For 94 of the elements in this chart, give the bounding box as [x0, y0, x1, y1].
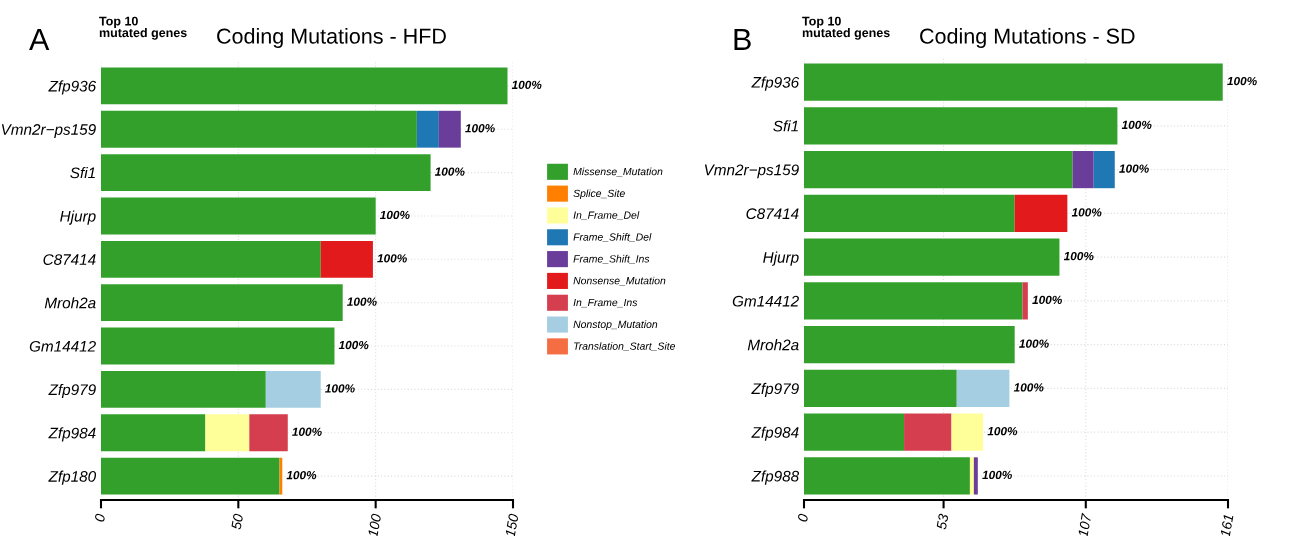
bar	[904, 413, 952, 451]
bar	[804, 369, 957, 407]
legend-label: Nonsense_Mutation	[573, 276, 666, 286]
annotation: 100%	[1121, 120, 1152, 129]
legend-label: Nonstop_Mutation	[573, 320, 658, 331]
annotation: 100%	[1063, 251, 1094, 261]
legend-label: Frame_Shift_Ins	[573, 254, 650, 264]
bar	[320, 240, 373, 278]
bar	[101, 240, 321, 278]
legend-label: In_Frame_Ins	[573, 298, 638, 308]
y-tick-label: Zfp936	[751, 76, 800, 91]
annotation: 100%	[511, 80, 542, 90]
x-tick-label: 53	[936, 513, 949, 530]
annotation: 100%	[379, 210, 410, 220]
annotation: 100%	[1227, 76, 1257, 86]
bar	[804, 457, 970, 495]
bar	[101, 370, 266, 408]
annotation: 100%	[292, 427, 322, 436]
y-tick-label: Gm14412	[732, 295, 799, 307]
bar	[101, 327, 335, 365]
annotation: 100%	[1019, 339, 1049, 348]
bar	[101, 284, 343, 322]
y-tick-label: Zfp984	[751, 426, 799, 441]
legend-label: Translation_Start_Site	[574, 342, 676, 351]
bar	[101, 67, 508, 105]
chart-subtitle: Top 10 mutated genes	[802, 16, 890, 40]
legend-label: In_Frame_Del	[573, 211, 640, 221]
chart-title: Coding Mutations - SD	[920, 27, 1135, 49]
annotation: 100%	[338, 340, 369, 350]
bar	[804, 107, 1118, 145]
bar	[265, 370, 321, 408]
bar	[101, 110, 417, 148]
bar	[416, 110, 439, 148]
bar	[804, 238, 1060, 276]
legend-label: Frame_Shift_Del	[573, 233, 652, 242]
bar	[101, 457, 280, 495]
bar	[973, 457, 978, 495]
y-tick-label: Zfp180	[48, 470, 97, 485]
chart-subtitle: Top 10 mutated genes	[99, 16, 187, 40]
annotation: 100%	[465, 124, 495, 133]
bar	[438, 110, 461, 148]
y-tick-label: Mroh2a	[747, 339, 799, 351]
annotation: 100%	[434, 167, 465, 176]
y-tick-label: Hjurp	[763, 251, 799, 266]
bar	[951, 413, 984, 451]
y-tick-label: Hjurp	[60, 210, 96, 225]
y-tick-label: Zfp988	[751, 470, 800, 485]
bar	[101, 197, 376, 235]
bar	[804, 63, 1223, 101]
bar	[804, 413, 905, 451]
text: A	[29, 28, 50, 50]
annotation: 100%	[1119, 164, 1149, 173]
y-tick-label: Zfp984	[48, 427, 96, 442]
legend-label: Missense_Mutation	[573, 167, 663, 177]
annotation: 100%	[1032, 295, 1062, 305]
annotation: 100%	[377, 254, 407, 263]
y-tick-label: Sfi1	[773, 120, 798, 132]
bar	[804, 151, 1073, 189]
y-tick-label: Sfi1	[70, 167, 95, 179]
annotation: 100%	[286, 470, 317, 480]
bar	[101, 154, 431, 192]
bar	[1072, 151, 1094, 189]
y-tick-label: Mroh2a	[44, 297, 96, 309]
x-tick-label: 0	[797, 513, 809, 522]
legend-label: Splice_Site	[573, 189, 625, 200]
annotation: 100%	[987, 426, 1018, 436]
bar	[1022, 282, 1028, 320]
bar	[1093, 151, 1115, 189]
x-tick-label: 0	[94, 513, 106, 522]
y-tick-label: C87414	[43, 254, 96, 265]
bar	[956, 369, 1010, 407]
y-tick-label: Zfp979	[48, 383, 96, 399]
text: B	[734, 28, 751, 50]
bar	[249, 414, 288, 452]
annotation: 100%	[325, 384, 355, 393]
y-tick-label: C87414	[746, 208, 799, 220]
y-tick-label: Gm14412	[29, 340, 96, 352]
y-tick-label: Vmn2r−ps159	[704, 164, 799, 179]
annotation: 100%	[982, 470, 1012, 480]
bar	[804, 194, 1015, 232]
y-tick-label: Zfp979	[751, 382, 799, 398]
bar	[101, 414, 206, 452]
y-tick-label: Vmn2r−ps159	[1, 124, 96, 138]
annotation: 100%	[1071, 208, 1102, 217]
annotation: 100%	[1013, 383, 1044, 392]
bar	[1014, 194, 1068, 232]
annotation: 100%	[347, 297, 377, 306]
bar	[969, 457, 974, 495]
bar	[804, 282, 1023, 320]
bar	[804, 326, 1015, 364]
x-tick-label: 50	[231, 513, 244, 530]
bar	[205, 414, 250, 452]
y-tick-label: Zfp936	[48, 80, 97, 95]
chart-title: Coding Mutations - HFD	[217, 27, 446, 49]
